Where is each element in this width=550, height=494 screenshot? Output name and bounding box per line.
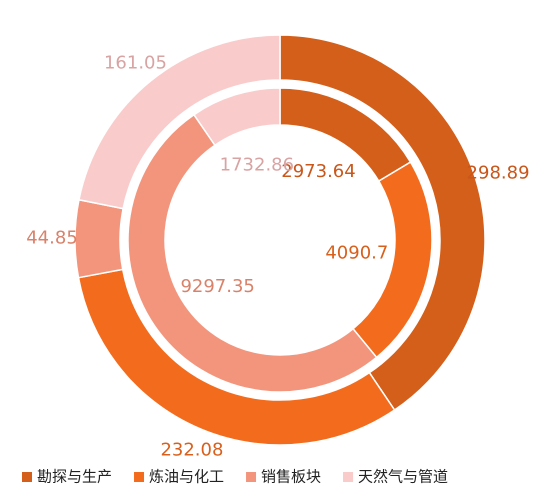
legend-label: 勘探与生产: [37, 468, 112, 486]
donut-segment: [78, 34, 281, 210]
donut-segment: [192, 87, 281, 147]
legend-swatch: [22, 472, 32, 482]
data-label: 9297.35: [180, 276, 254, 297]
legend-label: 天然气与管道: [358, 468, 448, 486]
data-label: 4090.7: [325, 242, 388, 263]
donut-segment: [279, 34, 486, 412]
legend-swatch: [246, 472, 257, 482]
data-label: 44.85: [26, 228, 78, 249]
donut-segment: [74, 198, 124, 279]
data-label: 232.08: [160, 439, 223, 460]
data-label: 161.05: [104, 53, 167, 74]
legend-swatch: [134, 472, 145, 482]
legend-label: 销售板块: [261, 468, 321, 486]
donut-segment: [127, 113, 378, 393]
legend-label: 炼油与化工: [149, 468, 224, 486]
data-label: 1732.86: [220, 155, 294, 176]
data-label: 298.89: [467, 162, 530, 183]
legend-swatch: [343, 472, 354, 482]
data-label: 2973.64: [281, 161, 355, 182]
